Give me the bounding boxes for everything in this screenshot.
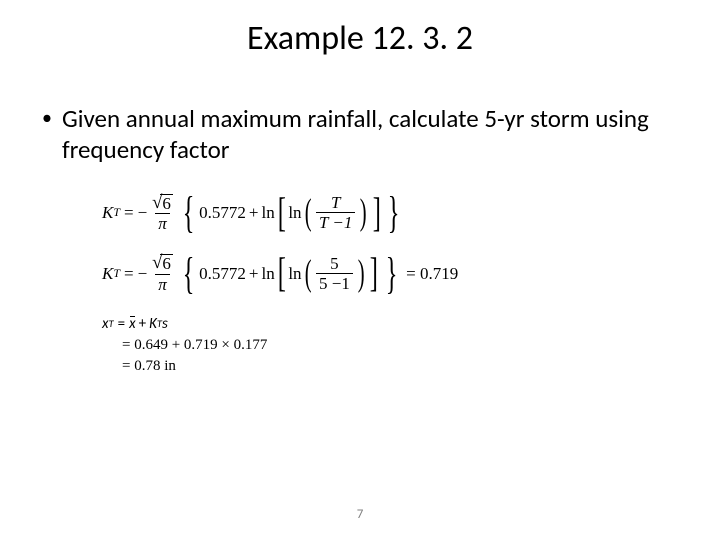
page-number: 7 — [0, 507, 720, 522]
equation-kt-numeric: KT = − √6 π { 0.5772 + ln [ ln ( 5 5 −1 … — [102, 254, 680, 293]
bullet-item: • Given annual maximum rainfall, calcula… — [40, 103, 680, 166]
frac-5: 5 5 −1 — [316, 255, 353, 292]
euler-const: 0.5772 — [199, 203, 246, 223]
x-bar: x — [129, 315, 136, 333]
equation-kt-general: KT = − √6 π { 0.5772 + ln [ ln ( T T −1 … — [102, 194, 680, 233]
slide: Example 12. 3. 2 • Given annual maximum … — [0, 0, 720, 540]
kt-result: = 0.719 — [406, 264, 458, 284]
equation-xt-line2: = 0.649 + 0.719 × 0.177 — [122, 337, 680, 354]
bullet-dot-icon: • — [42, 103, 52, 133]
kt-k: K — [102, 203, 113, 223]
equation-xt-line1: xT = x + KT s — [102, 315, 680, 333]
kt-sub: T — [113, 205, 120, 220]
frac-sqrt6-pi: √6 π — [149, 194, 176, 233]
frac-t: T T −1 — [316, 194, 355, 231]
page-title: Example 12. 3. 2 — [40, 18, 680, 59]
minus-sign: − — [138, 203, 148, 223]
equation-xt-line3: = 0.78 in — [122, 358, 680, 375]
bullet-text: Given annual maximum rainfall, calculate… — [62, 103, 680, 166]
